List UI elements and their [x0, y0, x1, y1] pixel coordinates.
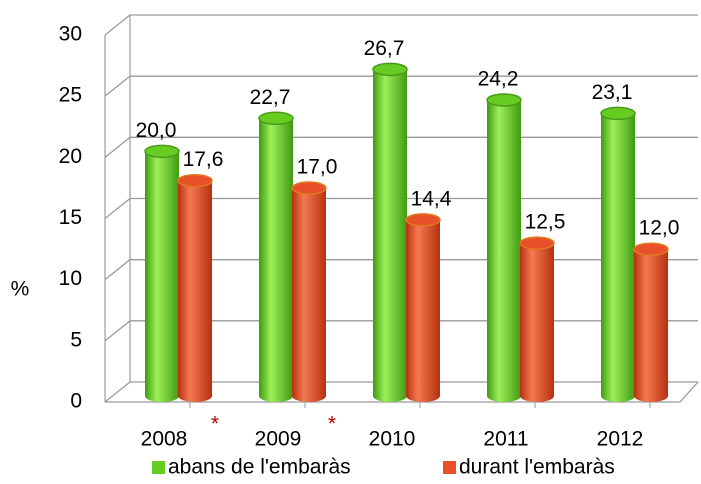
bar	[292, 188, 326, 396]
grid-line	[104, 75, 698, 97]
data-label: 22,7	[250, 86, 291, 109]
data-label: 20,0	[136, 119, 177, 142]
data-label: 14,4	[411, 187, 452, 210]
bar-top	[372, 62, 408, 77]
bar-top	[258, 111, 294, 126]
y-tick-label: 0	[70, 390, 82, 413]
bar	[178, 180, 212, 396]
grid-line	[104, 14, 698, 36]
y-tick-label: 25	[59, 84, 82, 107]
y-tick-label: 15	[59, 206, 82, 229]
data-label: 17,6	[183, 148, 224, 171]
data-label: 24,2	[478, 68, 519, 91]
data-label: 12,5	[525, 211, 566, 234]
floor-line	[105, 381, 699, 403]
x-tick-label: 2012	[597, 428, 644, 451]
bar	[520, 243, 554, 396]
x-tick-label: 2011	[483, 428, 528, 451]
y-tick-label: 5	[70, 328, 82, 351]
bar	[634, 249, 668, 396]
bar	[259, 118, 293, 396]
x-tick-label: 2008	[141, 428, 188, 451]
legend-label: durant l'embaràs	[459, 456, 615, 479]
bar-top	[144, 144, 180, 159]
data-label: 17,0	[297, 156, 338, 179]
legend-swatch	[152, 461, 165, 474]
data-label: 12,0	[639, 217, 680, 240]
data-label: 26,7	[364, 37, 405, 60]
x-tick-label: 2010	[369, 428, 416, 451]
y-tick-label: 20	[59, 145, 82, 168]
bar-top	[600, 106, 636, 121]
bar	[406, 219, 440, 396]
bar	[487, 99, 521, 396]
legend-swatch	[443, 461, 456, 474]
y-tick-label: 10	[59, 267, 82, 290]
bar-top	[486, 93, 522, 107]
x-tick-label: 2009	[255, 428, 302, 451]
annotation: *	[211, 413, 219, 436]
legend-label: abans de l'embaràs	[168, 456, 351, 479]
bar	[601, 113, 635, 396]
y-tick-label: 30	[59, 23, 82, 46]
bar-top	[291, 181, 327, 195]
bar	[145, 151, 179, 396]
bar-top	[405, 213, 441, 227]
bar	[373, 69, 407, 397]
annotation: *	[328, 413, 336, 436]
bar-top	[519, 236, 555, 250]
bar-top	[633, 242, 669, 256]
data-label: 23,1	[592, 81, 633, 104]
y-axis-label: %	[11, 278, 30, 301]
bar-top	[177, 173, 213, 188]
